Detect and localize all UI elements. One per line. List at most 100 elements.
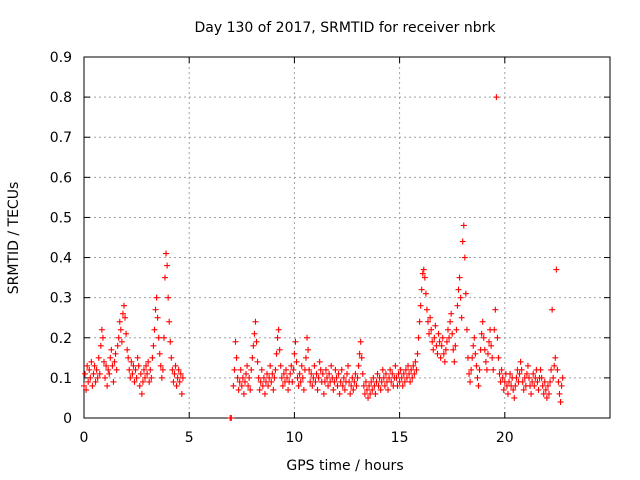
data-point: [315, 374, 322, 381]
data-point: [338, 366, 345, 373]
data-point: [436, 338, 443, 345]
data-point: [126, 366, 133, 373]
data-point: [365, 394, 372, 401]
data-point: [232, 338, 239, 345]
data-point: [291, 350, 298, 357]
data-point: [416, 318, 423, 325]
y-tick-label: 0.2: [50, 331, 72, 347]
data-point: [476, 366, 483, 373]
data-point: [97, 342, 104, 349]
data-point: [253, 338, 260, 345]
y-axis-label: SRMTID / TECUs: [6, 182, 22, 295]
data-point: [266, 374, 273, 381]
data-point: [159, 366, 166, 373]
data-point: [255, 374, 262, 381]
data-point: [174, 374, 181, 381]
y-tick-label: 0.6: [50, 170, 72, 186]
data-point: [545, 390, 552, 397]
data-point: [360, 382, 367, 389]
data-point: [409, 374, 416, 381]
data-point: [520, 386, 527, 393]
data-point: [293, 358, 300, 365]
data-point: [370, 374, 377, 381]
data-point: [340, 374, 347, 381]
data-point: [321, 378, 328, 385]
data-point: [395, 370, 402, 377]
data-point: [140, 366, 147, 373]
data-point: [353, 382, 360, 389]
data-point: [276, 346, 283, 353]
data-point: [461, 254, 468, 261]
data-point: [116, 318, 123, 325]
data-point: [302, 354, 309, 361]
data-point: [543, 394, 550, 401]
data-point: [270, 386, 277, 393]
data-point: [398, 374, 405, 381]
data-point: [228, 415, 235, 421]
data-point: [244, 362, 251, 369]
data-point: [402, 366, 409, 373]
data-point: [265, 382, 272, 389]
data-point: [540, 390, 547, 397]
data-point: [326, 370, 333, 377]
data-point: [123, 330, 130, 337]
data-point: [466, 370, 473, 377]
data-point: [459, 238, 466, 245]
data-point: [469, 354, 476, 361]
data-point: [104, 382, 111, 389]
data-point: [417, 302, 424, 309]
data-point: [324, 374, 331, 381]
data-point: [523, 370, 530, 377]
data-point: [290, 366, 297, 373]
data-point: [530, 370, 537, 377]
data-point: [513, 374, 520, 381]
data-point: [132, 366, 139, 373]
data-point: [475, 382, 482, 389]
data-point: [547, 378, 554, 385]
data-point: [98, 326, 105, 333]
data-point: [285, 386, 292, 393]
data-point: [105, 366, 112, 373]
data-point: [296, 370, 303, 377]
data-point: [489, 354, 496, 361]
data-point: [534, 378, 541, 385]
y-tick-label: 0.4: [50, 251, 72, 267]
data-point: [247, 386, 254, 393]
data-point: [250, 342, 257, 349]
data-point: [480, 334, 487, 341]
data-point: [359, 370, 366, 377]
data-point: [344, 370, 350, 377]
data-point: [351, 378, 358, 385]
data-point: [243, 370, 250, 377]
data-point: [308, 370, 315, 377]
data-point: [422, 290, 429, 297]
data-point: [113, 366, 120, 373]
data-point: [349, 374, 356, 381]
data-point: [366, 382, 373, 389]
data-point: [352, 370, 359, 377]
data-point: [337, 378, 344, 385]
data-point: [319, 370, 326, 377]
data-point: [112, 350, 119, 357]
data-point: [473, 362, 480, 369]
data-point: [479, 318, 486, 325]
data-point: [450, 346, 457, 353]
y-tick-label: 0.3: [50, 291, 72, 307]
y-tick-label: 0.1: [50, 371, 72, 387]
data-point: [238, 382, 245, 389]
data-point: [499, 374, 506, 381]
data-point: [498, 366, 505, 373]
data-point: [363, 386, 370, 393]
data-point: [531, 382, 538, 389]
data-point: [109, 362, 116, 369]
data-point: [512, 382, 519, 389]
data-point: [143, 362, 150, 369]
data-point: [122, 314, 129, 321]
data-point: [420, 266, 427, 273]
data-point: [528, 390, 535, 397]
data-point: [249, 354, 256, 361]
data-point: [456, 274, 463, 281]
data-point: [245, 382, 252, 389]
data-point: [114, 342, 121, 349]
data-point: [557, 398, 564, 405]
